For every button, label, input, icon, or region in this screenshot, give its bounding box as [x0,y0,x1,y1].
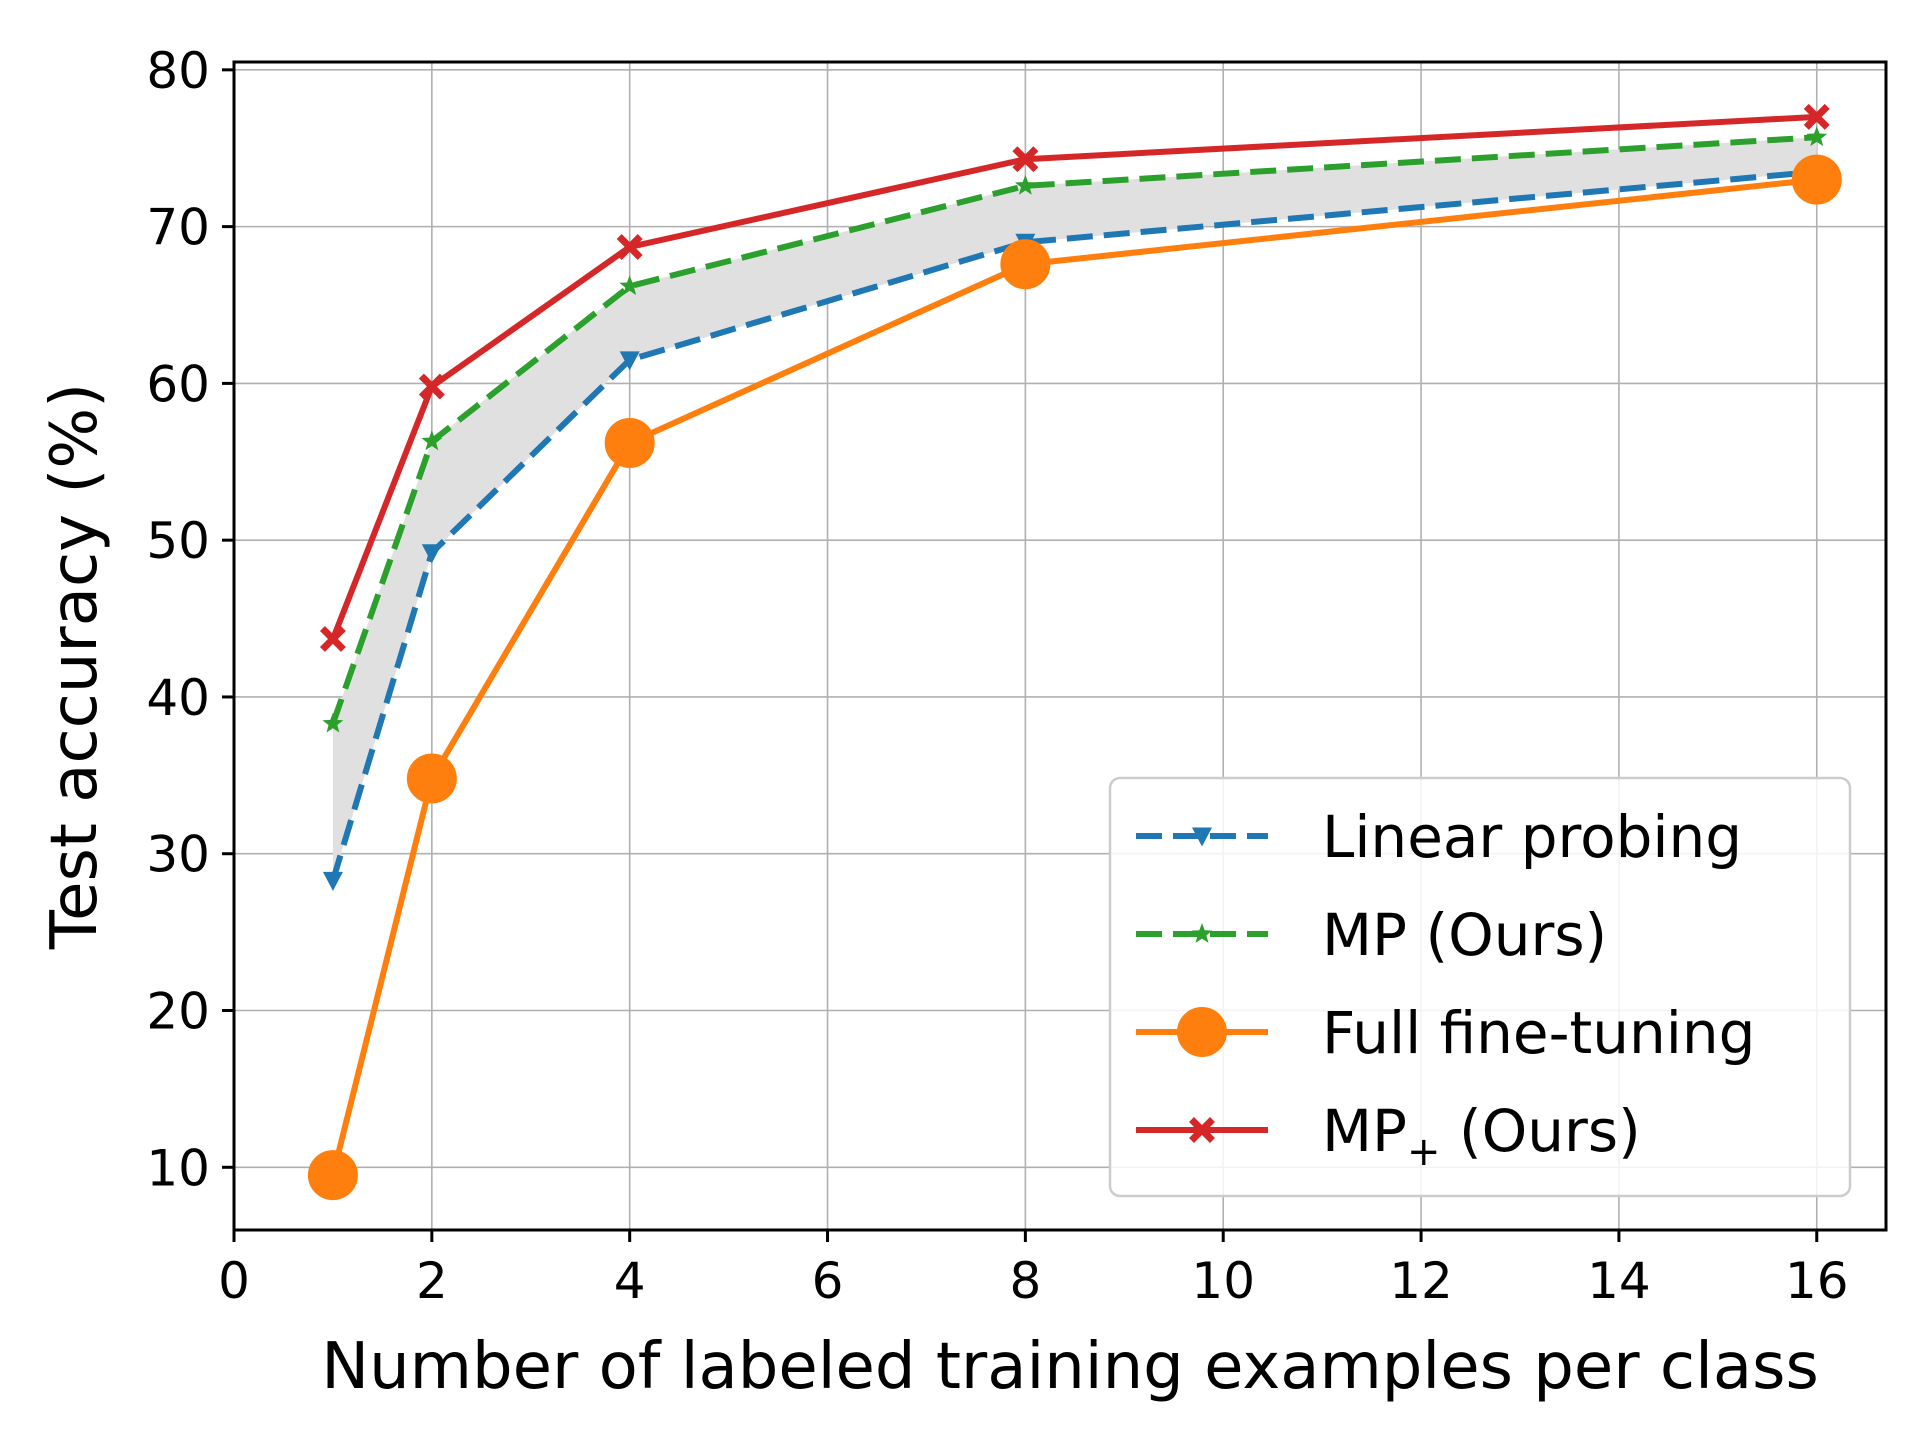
legend-swatch-marker [1192,827,1212,847]
data-point [421,430,443,451]
tick-layer: 0 2 4 6 8 10 12 14 16 10 20 30 40 50 60 70 80 [146,42,1848,1310]
legend-label-main: Linear probing [1322,803,1742,871]
x-tick-label: 14 [1587,1252,1651,1310]
x-tick-label: 8 [1009,1252,1041,1310]
y-tick-label: 50 [146,512,210,570]
legend-label-main: MP [1322,1097,1407,1165]
y-tick-label: 70 [146,199,210,257]
data-point [1803,103,1830,130]
data-point [319,625,346,652]
data-point [604,417,655,468]
x-tick-label: 0 [218,1252,250,1310]
x-tick-label: 10 [1191,1252,1255,1310]
data-point [418,373,445,400]
x-marker-stroke [418,373,445,400]
x-tick-label: 16 [1785,1252,1849,1310]
legend-label-subscript: + [1407,1129,1441,1175]
series-2 [307,154,1842,1201]
x-tick-label: 12 [1389,1252,1453,1310]
data-point [307,1150,358,1201]
x-tick-label: 6 [812,1252,844,1310]
legend-box [1108,776,1852,1198]
data-point [1014,174,1036,195]
x-marker-stroke [616,234,643,260]
legend-label: MP (Ours) [1322,901,1607,969]
data-point [1012,146,1039,173]
plot-frame [232,60,1888,1232]
grid [233,62,1886,1230]
legend-label-main: Full fine-tuning [1322,999,1755,1067]
data-point [619,351,640,371]
data-point [1791,154,1842,205]
x-marker-stroke [1012,146,1039,173]
data-point [322,871,343,891]
data-point [619,275,641,296]
data-point [1806,126,1828,147]
y-tick-label: 40 [146,669,210,727]
series-line [330,168,1818,882]
data-point [421,544,442,564]
x-tick-label: 4 [614,1252,646,1310]
x-axis-label: Number of labeled training examples per … [321,1330,1819,1404]
data-point [406,753,457,804]
series-3 [319,103,1830,652]
x-marker-stroke [1189,1117,1215,1143]
x-marker-stroke [1803,103,1830,130]
series-line [330,134,1817,725]
shaded-band-layer [332,137,1817,881]
y-axis-label: Test accuracy (%) [38,383,112,950]
legend: Linear probing MP (Ours) Full fine-tuning M… [1108,776,1852,1198]
legend-swatch-marker [1189,1117,1215,1143]
legend-label: Linear probing [1322,803,1742,871]
data-point [1000,239,1051,290]
legend-label-suffix: (Ours) [1441,1097,1641,1165]
shaded-band [332,137,1817,881]
x-marker-stroke [319,625,346,652]
y-tick-label: 30 [146,826,210,884]
y-tick-label: 60 [146,355,210,413]
legend-label: MP+ (Ours) [1322,1097,1641,1175]
legend-swatch-marker [1177,1007,1227,1057]
legend-label-main: MP (Ours) [1322,901,1607,969]
data-point [322,712,344,733]
data-point [616,234,643,260]
series-1 [322,126,1828,733]
y-tick-label: 10 [146,1139,210,1197]
legend-swatch-marker [1191,923,1213,943]
y-tick-label: 80 [146,42,210,100]
series-layer [307,103,1842,1201]
x-tick-label: 2 [416,1252,448,1310]
legend-label: Full fine-tuning [1322,999,1755,1067]
y-tick-label: 20 [146,983,210,1041]
